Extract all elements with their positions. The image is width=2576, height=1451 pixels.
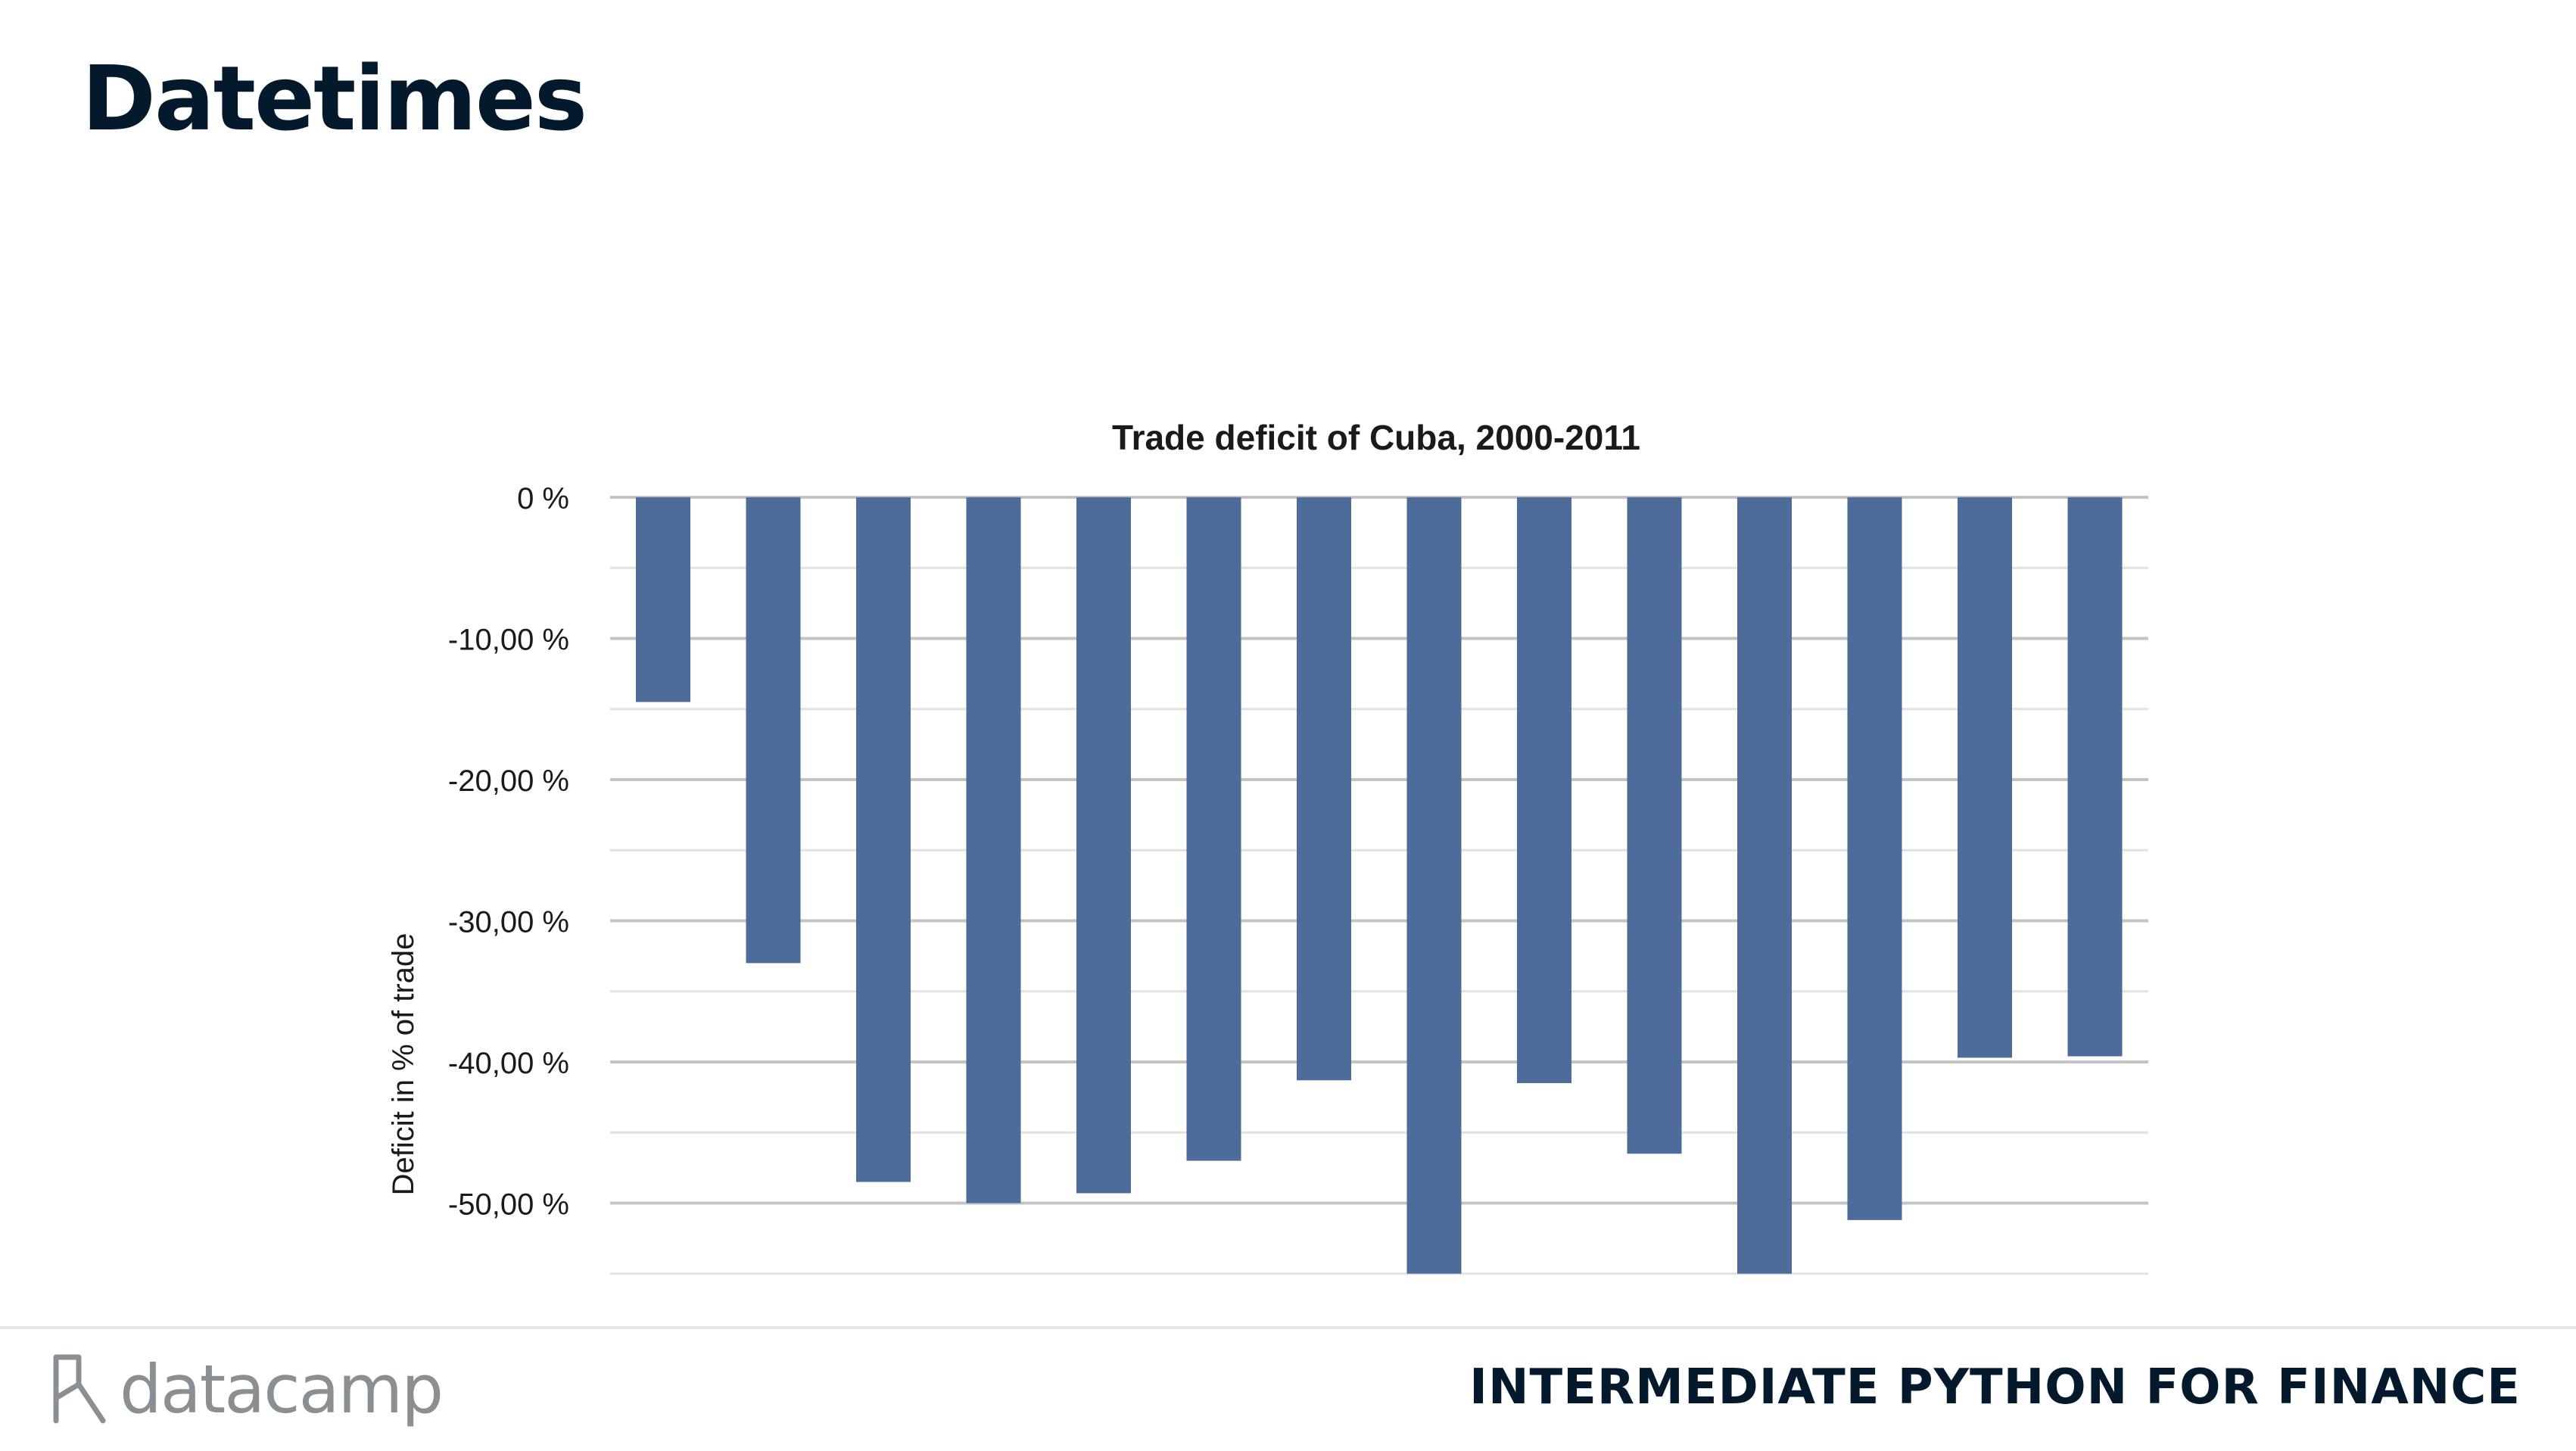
y-tick-label: 0 %: [517, 482, 569, 515]
bar: [966, 497, 1021, 1203]
footer-divider: [0, 1326, 2576, 1329]
slide-title: Datetimes: [82, 46, 587, 151]
bar: [1627, 497, 1682, 1154]
bar: [2067, 497, 2123, 1057]
y-tick-label: -40,00 %: [448, 1047, 569, 1080]
bars: [636, 497, 2123, 1274]
y-tick-label: -20,00 %: [448, 764, 569, 798]
bar: [636, 497, 690, 702]
bar: [1517, 497, 1571, 1083]
bar: [1737, 497, 1792, 1274]
bar: [1076, 497, 1131, 1194]
grid-lines: [610, 496, 2148, 1275]
y-tick-label: -10,00 %: [448, 624, 569, 657]
bar: [1958, 497, 2012, 1058]
bar: [1406, 497, 1462, 1274]
y-tick-label: -50,00 %: [448, 1188, 569, 1222]
bar: [1847, 497, 1902, 1220]
y-tick-label: -30,00 %: [448, 906, 569, 939]
bar: [1297, 497, 1351, 1081]
datacamp-logo-icon: [53, 1354, 106, 1424]
bar: [856, 497, 911, 1182]
bar: [1186, 497, 1241, 1161]
brand-name: datacamp: [120, 1350, 444, 1428]
bar: [746, 497, 801, 964]
chart-title: Trade deficit of Cuba, 2000-2011: [1112, 418, 1640, 457]
course-name: INTERMEDIATE PYTHON FOR FINANCE: [1469, 1359, 2521, 1415]
datacamp-logo: datacamp: [50, 1347, 444, 1431]
y-axis-label: Deficit in % of trade: [387, 933, 420, 1196]
y-tick-labels: 0 % -10,00 % -20,00 % -30,00 % -40,00 % -50,0…: [448, 482, 569, 1222]
